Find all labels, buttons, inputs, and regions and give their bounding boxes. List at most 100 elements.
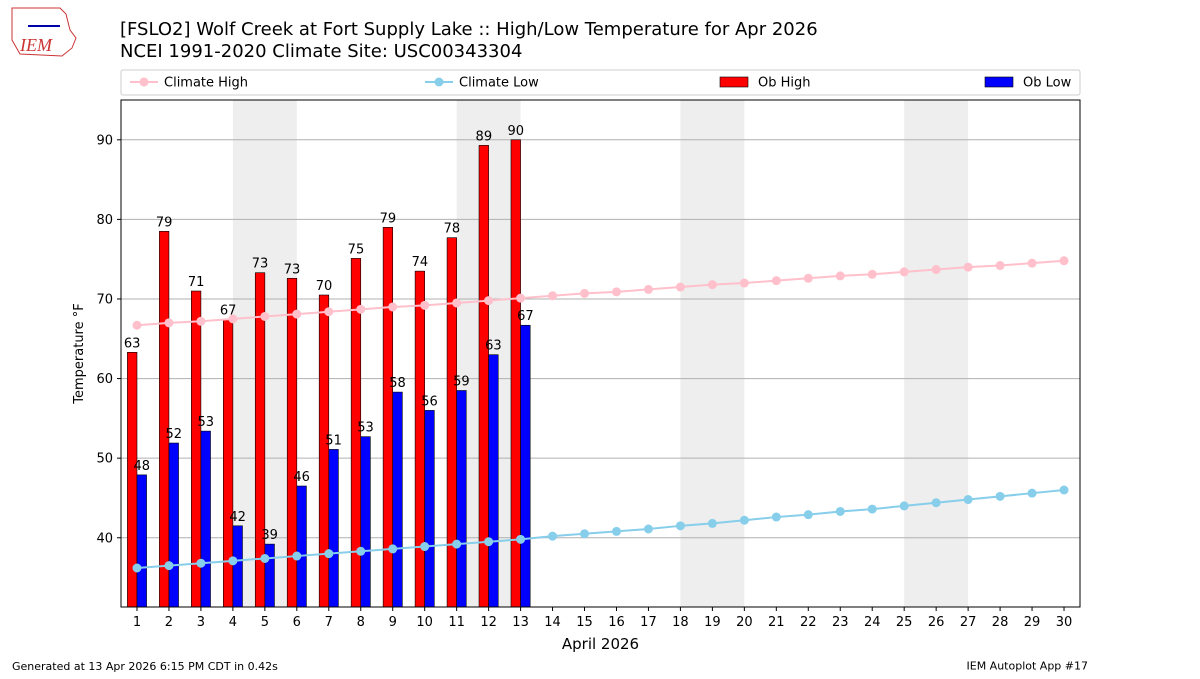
point <box>516 534 526 544</box>
point <box>675 282 685 292</box>
point <box>1059 256 1069 266</box>
point <box>292 551 302 561</box>
data-label: 51 <box>325 433 342 448</box>
point <box>580 288 590 298</box>
point <box>1027 258 1037 268</box>
legend-swatch <box>719 76 749 88</box>
point <box>835 506 845 516</box>
point <box>196 316 206 326</box>
x-tick-label: 26 <box>928 615 945 630</box>
legend-marker <box>434 77 444 87</box>
point <box>611 526 621 536</box>
footer-right: IEM Autoplot App #17 <box>967 660 1089 673</box>
bar <box>414 270 425 607</box>
data-label: 79 <box>380 211 397 226</box>
x-tick-label: 3 <box>197 615 205 630</box>
y-tick-label: 50 <box>96 452 113 467</box>
bar <box>264 543 275 607</box>
point <box>548 531 558 541</box>
point <box>324 307 334 317</box>
point <box>931 498 941 508</box>
bar <box>254 272 266 607</box>
point <box>452 539 462 549</box>
point <box>675 521 685 531</box>
point <box>803 510 813 520</box>
chart-title: [FSLO2] Wolf Creek at Fort Supply Lake :… <box>120 19 818 40</box>
point <box>963 495 973 505</box>
line <box>136 259 1065 327</box>
x-tick-label: 16 <box>608 615 625 630</box>
legend-marker <box>139 77 149 87</box>
plot-frame <box>120 99 1081 608</box>
bar <box>424 410 435 607</box>
weekend-shade <box>680 100 745 607</box>
data-label: 39 <box>261 528 278 543</box>
point <box>995 491 1005 501</box>
x-tick-label: 6 <box>293 615 301 630</box>
point <box>867 269 877 279</box>
data-label: 48 <box>134 459 151 474</box>
x-tick-label: 28 <box>992 615 1009 630</box>
bar <box>136 474 147 607</box>
point <box>516 293 526 303</box>
point <box>228 556 238 566</box>
bar <box>360 436 371 607</box>
x-tick-label: 18 <box>672 615 689 630</box>
x-tick-label: 12 <box>480 615 497 630</box>
point <box>803 273 813 283</box>
weekend-shade <box>904 100 969 607</box>
point <box>611 287 621 297</box>
x-tick-label: 7 <box>325 615 333 630</box>
x-tick-label: 24 <box>864 615 881 630</box>
plot-area <box>127 139 1069 607</box>
data-label: 53 <box>197 415 214 430</box>
data-label: 75 <box>348 242 365 257</box>
y-tick-label: 60 <box>96 372 113 387</box>
y-tick-label: 70 <box>96 292 113 307</box>
bar <box>159 231 170 607</box>
bar <box>350 258 362 607</box>
x-tick-label: 11 <box>448 615 465 630</box>
x-tick-label: 21 <box>768 615 785 630</box>
point <box>228 314 238 324</box>
legend-swatch <box>984 76 1014 88</box>
x-tick-label: 13 <box>512 615 529 630</box>
legend-label: Ob High <box>758 76 811 91</box>
data-label: 63 <box>485 339 502 354</box>
x-tick-label: 4 <box>229 615 237 630</box>
x-tick-label: 17 <box>640 615 657 630</box>
point <box>484 537 494 547</box>
data-label: 67 <box>517 309 534 324</box>
bar <box>328 449 339 607</box>
bar <box>168 442 179 607</box>
point <box>388 302 398 312</box>
point <box>132 320 142 330</box>
chart-subtitle: NCEI 1991-2020 Climate Site: USC00343304 <box>120 41 522 62</box>
logo-text: IEM <box>19 35 53 55</box>
data-label: 73 <box>284 262 301 277</box>
legend-label: Ob Low <box>1023 76 1072 91</box>
x-axis-label: April 2026 <box>562 635 639 653</box>
point <box>643 284 653 294</box>
x-tick-label: 1 <box>133 615 141 630</box>
point <box>739 515 749 525</box>
point <box>548 291 558 301</box>
point <box>356 304 366 314</box>
y-tick-label: 80 <box>96 213 113 228</box>
x-tick-label: 10 <box>416 615 433 630</box>
point <box>580 529 590 539</box>
point <box>739 278 749 288</box>
x-tick-label: 20 <box>736 615 753 630</box>
logo: IEM <box>11 7 77 57</box>
footer-left: Generated at 13 Apr 2026 6:15 PM CDT in … <box>12 660 278 673</box>
data-label: 78 <box>444 222 461 237</box>
x-tick-label: 23 <box>832 615 849 630</box>
data-label: 67 <box>220 304 237 319</box>
point <box>260 311 270 321</box>
point <box>707 280 717 290</box>
bar <box>446 237 457 607</box>
data-label: 58 <box>389 376 406 391</box>
y-tick-label: 40 <box>96 531 113 546</box>
y-tick-label: 90 <box>96 133 113 148</box>
